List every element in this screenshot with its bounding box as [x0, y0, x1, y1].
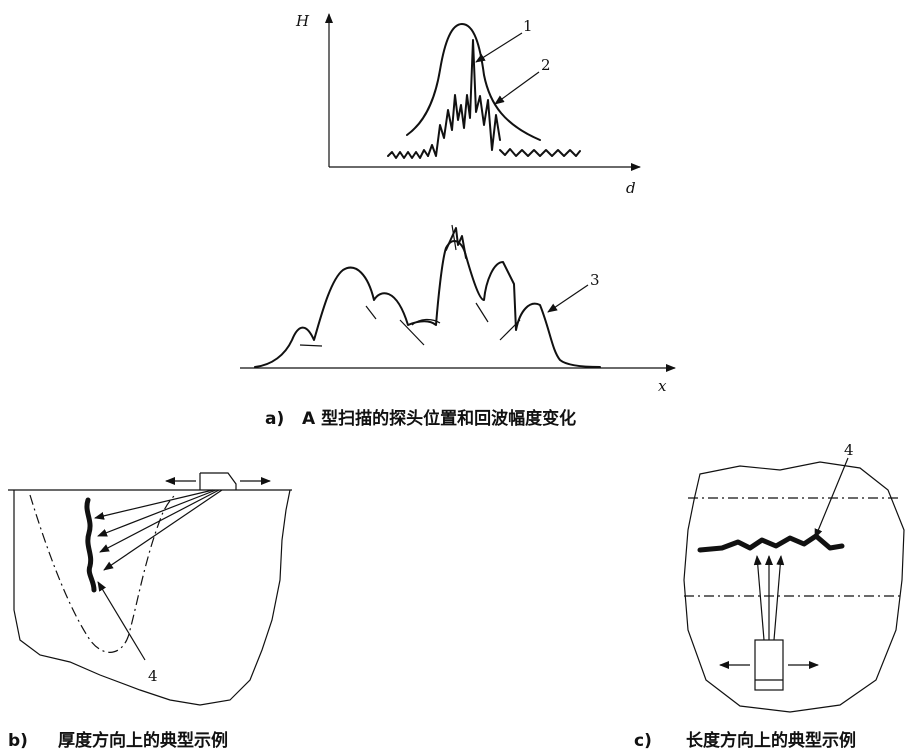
probe-c — [754, 639, 784, 691]
caption-c-text: 长度方向上的典型示例 — [686, 730, 856, 751]
panel-c-diagram: 4 — [683, 441, 905, 713]
callout-1: 1 — [523, 17, 533, 35]
defect-b — [84, 497, 97, 593]
defect-c — [697, 533, 845, 553]
beam-ray — [103, 489, 223, 571]
panel-a-top-chart: H d 1 2 — [295, 12, 641, 197]
caption-b-text: 厚度方向上的典型示例 — [58, 730, 228, 751]
x-axis-label: x — [658, 377, 667, 395]
caption-c-letter: c) — [634, 731, 652, 751]
noise-right — [499, 148, 581, 157]
callout-2-leader — [494, 71, 540, 105]
callout-4b: 4 — [148, 667, 158, 685]
callout-1-leader — [475, 32, 523, 63]
tick-mark — [399, 319, 425, 346]
caption-a-text: A 型扫描的探头位置和回波幅度变化 — [302, 408, 576, 429]
caption-a-letter: a) — [265, 409, 284, 429]
beam-ray — [99, 489, 220, 553]
tick-mark — [499, 319, 521, 341]
specimen-outline — [13, 489, 291, 706]
tick-mark — [451, 224, 457, 251]
noise-left — [387, 149, 429, 159]
panel-a-bottom-chart: x 3 — [240, 224, 676, 395]
tick-mark — [299, 344, 323, 347]
tick-mark — [411, 318, 441, 326]
beam-ray — [94, 489, 214, 520]
specimen-outline-c — [683, 461, 905, 713]
callout-3: 3 — [590, 271, 600, 289]
echo-signal — [427, 39, 501, 157]
d-axis-label: d — [626, 179, 636, 197]
probe-b — [199, 472, 237, 490]
tick-mark — [365, 305, 377, 320]
callout-4c-leader — [814, 457, 849, 539]
callout-4c: 4 — [844, 441, 854, 459]
h-axis-label: H — [295, 12, 310, 30]
caption-b-letter: b) — [8, 731, 28, 751]
tick-mark — [475, 302, 489, 323]
callout-4b-leader — [97, 581, 146, 661]
panel-b-diagram: 4 — [8, 472, 292, 706]
scan-envelope — [254, 240, 601, 368]
scan-peak-tip — [445, 227, 467, 259]
callout-3-leader — [547, 284, 589, 313]
beam-path — [29, 494, 176, 653]
beam-ray-c — [773, 555, 785, 641]
beam-ray-c — [753, 555, 765, 641]
callout-2: 2 — [541, 56, 551, 74]
beam-ray — [97, 489, 217, 537]
